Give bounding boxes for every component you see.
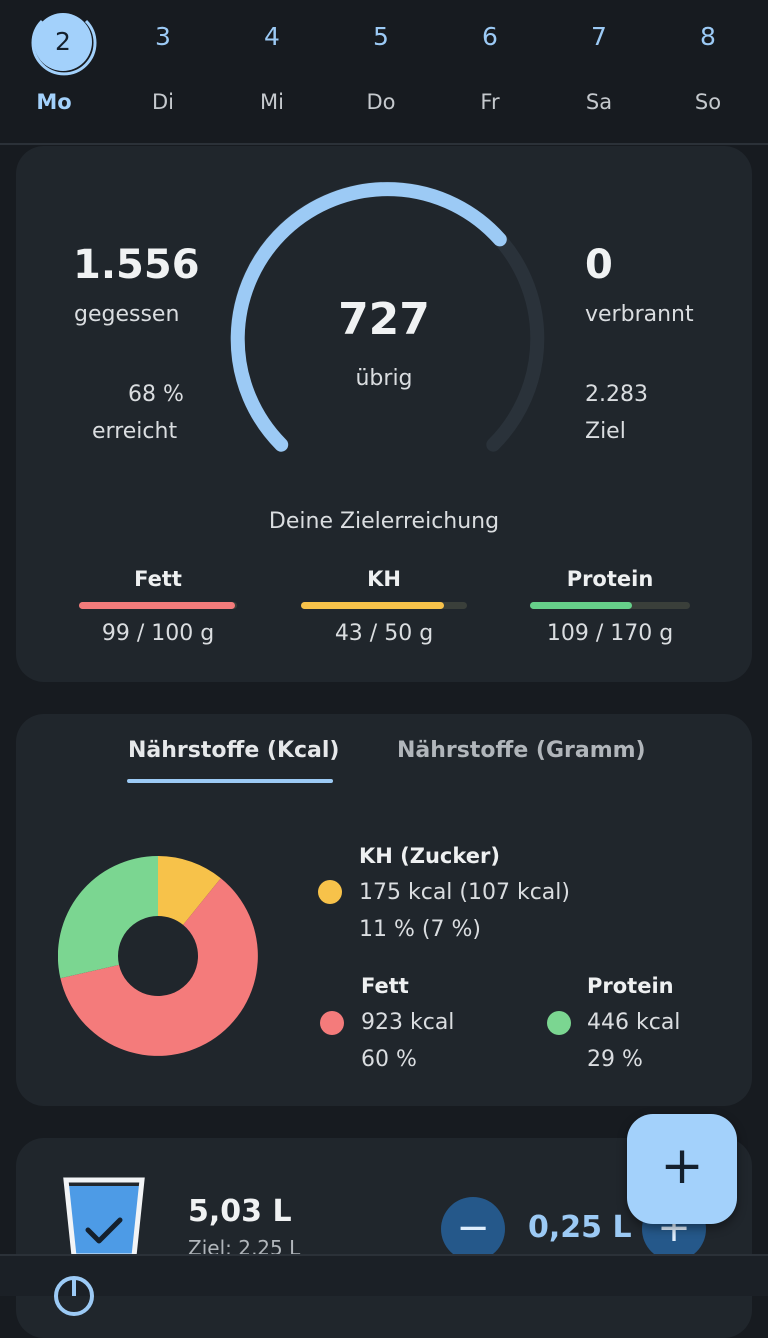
add-entry-fab[interactable]: + [627,1114,737,1224]
legend-kh-percent: 11 % (7 %) [359,917,481,942]
day-number: 3 [155,22,171,51]
day-thursday[interactable]: 5 Do [336,0,426,140]
remaining-value: 727 [338,294,430,345]
legend-fett-dot [320,1011,344,1035]
remaining-label: übrig [355,366,413,391]
legend-kh-title: KH (Zucker) [359,844,500,868]
legend-protein-percent: 29 % [587,1047,643,1072]
week-strip: 2 Mo 3 Di 4 Mi 5 Do 6 Fr 7 Sa 8 So [0,0,768,145]
legend-kh-dot [318,880,342,904]
macro-fett: Fett 99 / 100 g [73,567,243,646]
donut-segment-kh [158,856,221,925]
legend-kh-kcal: 175 kcal (107 kcal) [359,880,570,905]
day-number: 4 [264,22,280,51]
macro-name: Fett [134,567,182,591]
goal-achievement-title: Deine Zielerreichung [268,509,500,534]
active-tab-indicator [127,779,333,783]
selected-day-ring [31,19,97,76]
tab-nutrients-kcal[interactable]: Nährstoffe (Kcal) [128,738,340,763]
goal-label: Ziel [585,419,626,444]
burned-value: 0 [585,242,613,288]
plus-icon: + [660,1136,704,1196]
legend-protein-dot [547,1011,571,1035]
day-number: 2 [34,13,92,71]
macro-progress-fill [79,602,236,609]
macro-name: KH [367,567,401,591]
day-number: 6 [482,22,498,51]
day-number: 8 [700,22,716,51]
donut-segment-protein [58,856,158,979]
day-name: Mi [260,90,284,114]
minus-icon: − [456,1205,490,1251]
burned-label: verbrannt [585,302,694,327]
bottom-navigation [0,1254,768,1316]
day-number: 7 [591,22,607,51]
day-sunday[interactable]: 8 So [663,0,753,140]
day-friday[interactable]: 6 Fr [445,0,535,140]
macro-progress-bar [530,602,690,609]
water-glass-icon [63,1177,145,1256]
macro-progress-bar [301,602,467,609]
water-step-value: 0,25 L [528,1210,632,1245]
eaten-value: 1.556 [73,242,200,288]
legend-protein-kcal: 446 kcal [587,1010,681,1035]
day-name: Fr [480,90,500,114]
macro-kh: KH 43 / 50 g [299,567,469,646]
calorie-gauge [230,181,545,452]
day-name: Sa [585,90,613,114]
gauge-progress [230,182,507,452]
diary-icon[interactable] [52,1274,96,1318]
legend-fett-kcal: 923 kcal [361,1010,455,1035]
water-amount: 5,03 L [188,1194,292,1229]
day-wednesday[interactable]: 4 Mi [227,0,317,140]
macro-progress-fill [301,602,444,609]
day-tuesday[interactable]: 3 Di [118,0,208,140]
legend-fett-title: Fett [361,974,409,998]
day-name: Di [151,90,174,114]
tab-nutrients-gramm[interactable]: Nährstoffe (Gramm) [397,738,646,763]
macro-progress-bar [79,602,237,609]
legend-protein-title: Protein [587,974,674,998]
macro-value: 99 / 100 g [101,621,215,646]
water-decrease-button[interactable]: − [441,1197,505,1261]
macro-name: Protein [566,567,654,591]
legend-fett-percent: 60 % [361,1047,417,1072]
macro-value: 109 / 170 g [546,621,674,646]
goal-value: 2.283 [585,382,648,407]
calorie-summary-card[interactable]: 1.556 gegessen 68 % erreicht 727 übrig 0… [16,146,752,682]
reached-label: erreicht [92,419,178,444]
macro-value: 43 / 50 g [334,621,434,646]
nutrient-donut-chart [58,856,258,1056]
macro-progress-fill [530,602,633,609]
day-name: Do [366,90,396,114]
day-number: 5 [373,22,389,51]
reached-percent: 68 % [128,382,184,407]
day-saturday[interactable]: 7 Sa [554,0,644,140]
macro-protein: Protein 109 / 170 g [525,567,695,646]
donut-segment-fett [60,878,258,1056]
day-monday[interactable]: 2 Mo [9,0,99,140]
day-name: Mo [36,90,72,114]
eaten-label: gegessen [74,302,180,327]
nutrients-card: Nährstoffe (Kcal) Nährstoffe (Gramm) KH … [16,714,752,1106]
day-name: So [694,90,722,114]
